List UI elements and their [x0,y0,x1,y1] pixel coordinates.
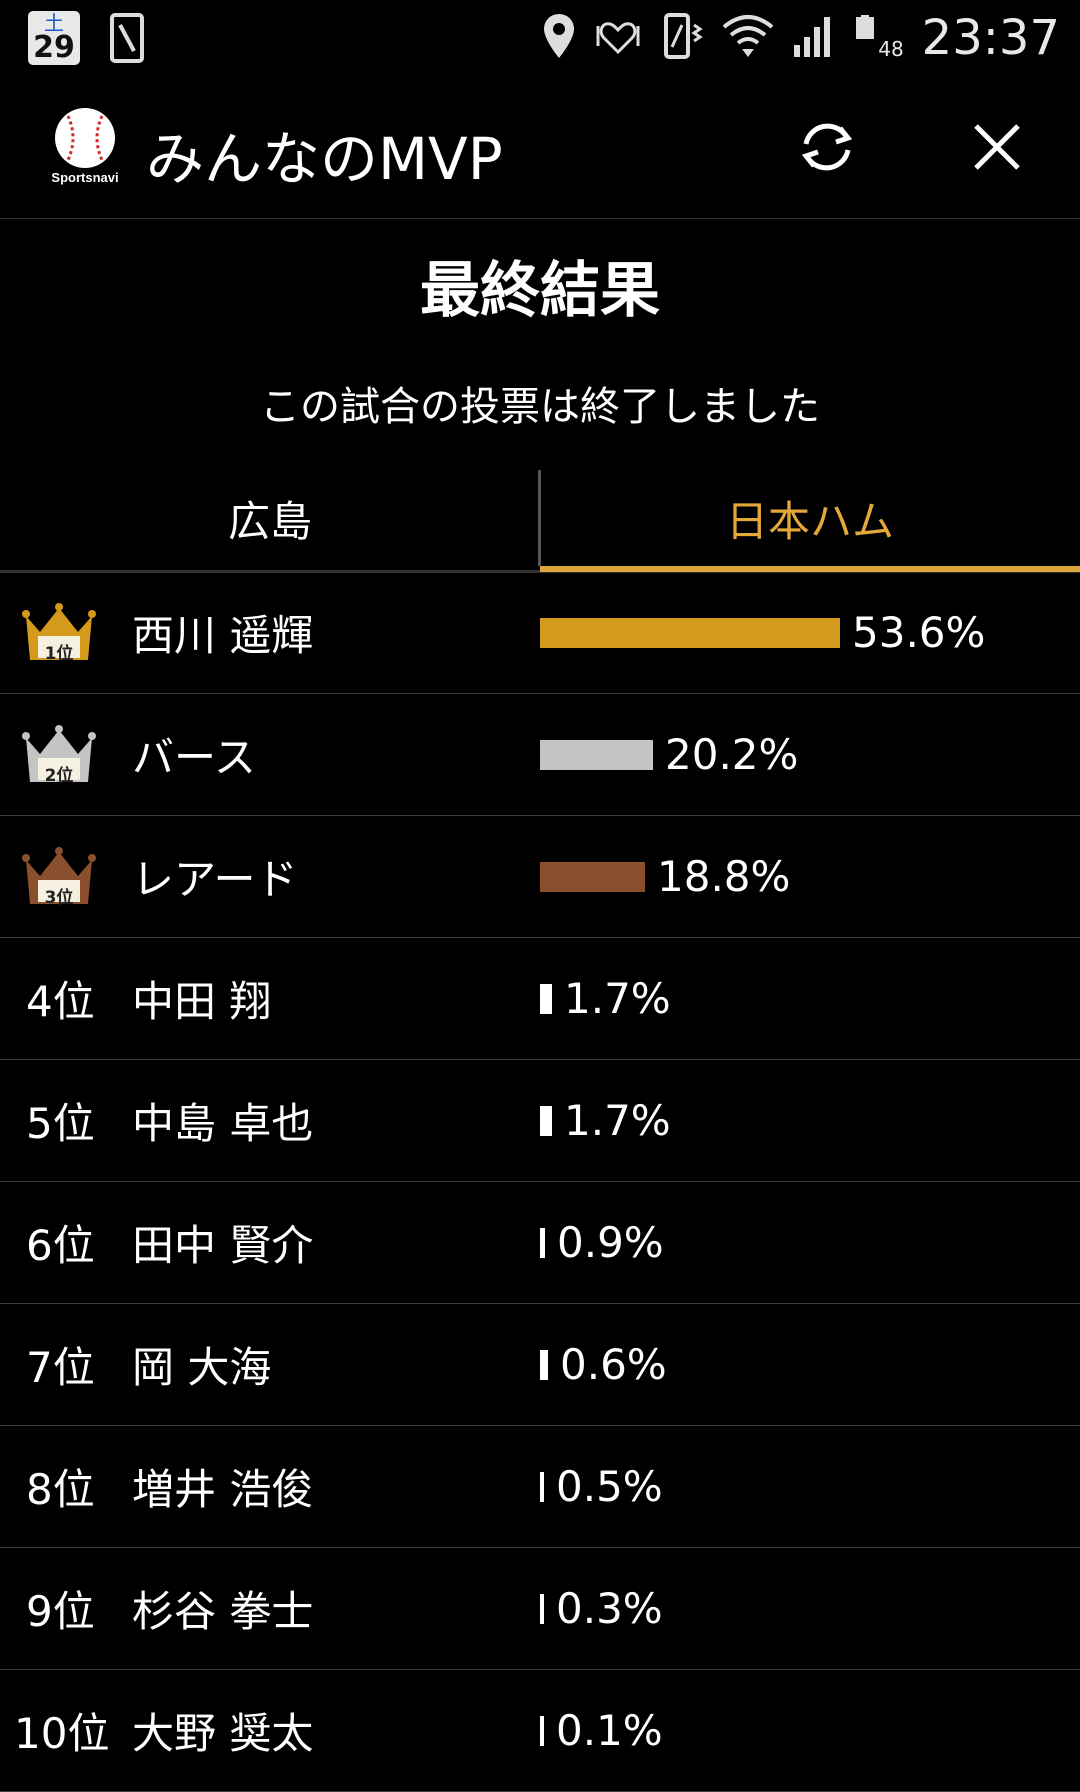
rank-label: 6位 [26,1221,95,1270]
vote-bar [540,1349,548,1380]
rank-label: 10位 [14,1709,110,1758]
app-title: みんなのMVP [146,125,503,193]
tab-nipponham[interactable]: 日本ハム [725,496,894,546]
rank-label: 8位 [26,1465,95,1514]
final-result-title: 最終結果 [420,256,660,326]
battery-icon: 48 [852,15,904,61]
svg-text:Sportsnavi: Sportsnavi [51,170,118,185]
vote-bar [540,861,645,892]
heart-vibrate-icon [594,12,642,64]
vote-bar [540,1715,544,1746]
result-row: 1位 西川 遥輝 53.6% [0,572,1080,694]
vote-percent: 20.2% [665,730,799,779]
vote-percent: 0.5% [556,1462,663,1511]
refresh-icon [801,123,853,171]
player-name: 大野 奨太 [132,1709,314,1758]
rank-label: 4位 [26,977,95,1026]
vote-bar [540,1471,544,1502]
player-name: 杉谷 拳士 [132,1587,314,1636]
gold-crown-icon: 1位 [22,602,96,664]
tab-divider [538,470,541,566]
location-icon [542,12,576,64]
vote-percent: 0.3% [556,1584,663,1633]
signal-icon [792,13,834,63]
results-list: 1位 西川 遥輝 53.6% 2位 バース 20.2% 3位 レアード 18.8% 4位 中田 翔 1… [0,572,1080,1792]
vote-bar-group: 1.7% [540,1060,671,1181]
vote-bar-group: 0.1% [540,1670,663,1791]
result-row: 5位 中島 卓也 1.7% [0,1060,1080,1182]
vote-percent: 0.9% [557,1218,664,1267]
vote-bar-group: 18.8% [540,816,790,937]
calendar-icon: 土 29 [28,11,80,65]
vote-percent: 0.6% [560,1340,667,1389]
vote-bar-group: 0.3% [540,1548,663,1669]
vote-percent: 1.7% [564,1096,671,1145]
rank-label: 5位 [26,1099,95,1148]
vote-percent: 18.8% [657,852,791,901]
sim-card-icon [110,10,144,66]
player-name: 増井 浩俊 [132,1465,314,1514]
vote-bar-group: 53.6% [540,572,985,693]
vote-percent: 0.1% [556,1706,663,1755]
team-tabs: 広島 日本ハム [0,466,1080,573]
vote-bar [540,983,552,1014]
phone-vibrate-icon [660,11,704,65]
result-row: 9位 杉谷 拳士 0.3% [0,1548,1080,1670]
result-row: 10位 大野 奨太 0.1% [0,1670,1080,1792]
result-row: 7位岡 大海 0.6% [0,1304,1080,1426]
clock: 23:37 [921,10,1060,66]
result-row: 2位 バース 20.2% [0,694,1080,816]
vote-percent: 1.7% [564,974,671,1023]
player-name: レアード [132,855,298,904]
vote-bar [540,1105,552,1136]
vote-percent: 53.6% [852,608,986,657]
active-tab-indicator [540,566,1080,572]
close-icon [974,124,1020,170]
wifi-icon [722,13,774,63]
voting-closed-message: この試合の投票は終了しました [260,384,820,430]
player-name: 西川 遥輝 [132,611,314,660]
result-row: 6位 田中 賢介 0.9% [0,1182,1080,1304]
calendar-day: 土 [44,11,64,35]
refresh-button[interactable] [796,116,858,178]
rank-label: 7位 [26,1343,95,1392]
rank-label: 3位 [44,888,74,908]
vote-bar-group: 1.7% [540,938,671,1059]
close-button[interactable] [970,120,1024,174]
sportsnavi-logo: Sportsnavi [44,104,126,186]
rank-label: 2位 [44,766,74,786]
status-bar: 土 29 48 23:37 [0,0,1080,76]
bronze-crown-icon: 3位 [22,846,96,908]
calendar-date: 29 [33,30,75,65]
player-name: 岡 大海 [132,1343,272,1392]
app-bar: Sportsnavi みんなのMVP [0,76,1080,219]
silver-crown-icon: 2位 [22,724,96,786]
rank-label: 1位 [44,644,74,664]
vote-bar-group: 0.6% [540,1304,667,1425]
vote-bar [540,1593,544,1624]
result-row: 4位 中田 翔 1.7% [0,938,1080,1060]
vote-bar-group: 0.9% [540,1182,664,1303]
vote-bar-group: 20.2% [540,694,798,815]
tab-hiroshima[interactable]: 広島 [227,496,312,546]
vote-bar [540,617,840,648]
player-name: バース [132,733,256,782]
result-row: 8位 増井 浩俊 0.5% [0,1426,1080,1548]
vote-bar [540,739,653,770]
vote-bar [540,1227,545,1258]
player-name: 中島 卓也 [132,1099,314,1148]
player-name: 中田 翔 [132,977,272,1026]
vote-bar-group: 0.5% [540,1426,663,1547]
player-name: 田中 賢介 [132,1221,314,1270]
battery-level: 48 [878,37,904,61]
rank-label: 9位 [26,1587,95,1636]
result-row: 3位 レアード 18.8% [0,816,1080,938]
